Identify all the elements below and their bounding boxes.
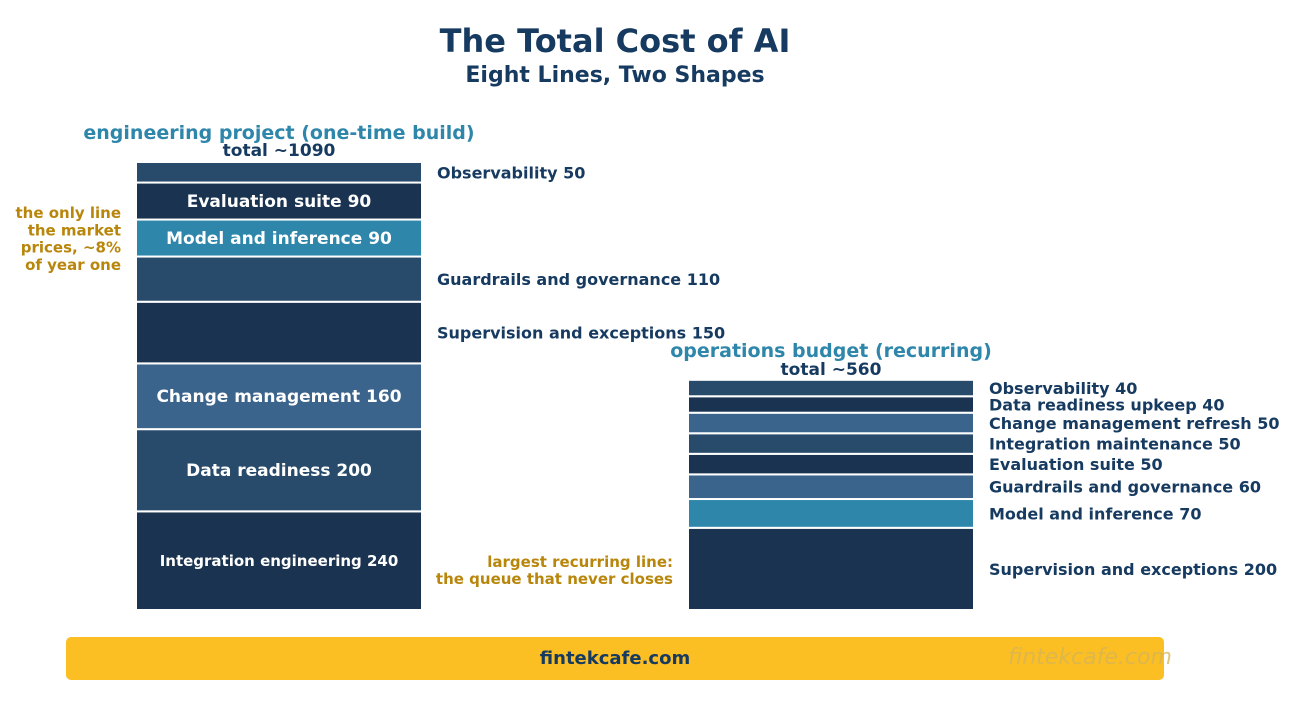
engineering-label-observability: Observability 50 bbox=[437, 163, 585, 182]
stacked-cost-chart: engineering project (one-time build)tota… bbox=[15, 122, 1279, 611]
operations-label-data-readiness-upkeep: Data readiness upkeep 40 bbox=[989, 395, 1224, 414]
operations-label-observability: Observability 40 bbox=[989, 379, 1137, 398]
operations-segment-evaluation-suite bbox=[687, 452, 975, 476]
operations-segment-change-management-refresh bbox=[687, 411, 975, 435]
operations-label-evaluation-suite: Evaluation suite 50 bbox=[989, 455, 1163, 474]
chart-title: The Total Cost of AI bbox=[439, 22, 791, 60]
operations-segment-data-readiness-upkeep bbox=[687, 395, 975, 414]
operations-segment-observability bbox=[687, 378, 975, 398]
operations-label-integration-maintenance: Integration maintenance 50 bbox=[989, 435, 1241, 454]
engineering-label-change-management: Change management 160 bbox=[156, 387, 401, 407]
footer-link[interactable]: fintekcafe.com bbox=[539, 648, 691, 669]
operations-label-supervision-and-exceptions: Supervision and exceptions 200 bbox=[989, 560, 1277, 579]
operations-segment-integration-maintenance bbox=[687, 432, 975, 455]
operations-segment-guardrails-and-governance bbox=[687, 473, 975, 501]
engineering-segment-guardrails-and-governance bbox=[135, 255, 423, 303]
engineering-label-integration-engineering: Integration engineering 240 bbox=[160, 552, 399, 570]
engineering-label-data-readiness: Data readiness 200 bbox=[186, 461, 372, 481]
engineering-segment-data-readiness bbox=[135, 428, 423, 513]
engineering-label-guardrails-and-governance: Guardrails and governance 110 bbox=[437, 270, 720, 289]
footer-bar: fintekcafe.com bbox=[66, 637, 1164, 680]
engineering-segment-supervision-and-exceptions bbox=[135, 300, 423, 365]
chart-subtitle: Eight Lines, Two Shapes bbox=[465, 63, 765, 88]
operations-label-model-and-inference: Model and inference 70 bbox=[989, 504, 1201, 523]
engineering-segment-integration-engineering bbox=[135, 510, 423, 611]
operations-segment-model-and-inference bbox=[687, 498, 975, 529]
engineering-label-model-and-inference: Model and inference 90 bbox=[166, 229, 392, 249]
engineering-stack-title: engineering project (one-time build) bbox=[83, 122, 474, 144]
operations-segment-supervision-and-exceptions bbox=[687, 526, 975, 611]
operations-label-change-management-refresh: Change management refresh 50 bbox=[989, 414, 1279, 433]
operations-stack-title: operations budget (recurring) bbox=[670, 340, 992, 362]
watermark: fintekcafe.com bbox=[1008, 645, 1172, 670]
engineering-label-supervision-and-exceptions: Supervision and exceptions 150 bbox=[437, 324, 725, 343]
operations-total-label: total ~560 bbox=[781, 360, 882, 380]
engineering-total-label: total ~1090 bbox=[223, 141, 336, 161]
engineering-annotation: the only line the market prices, ~8% of yea… bbox=[15, 204, 121, 274]
engineering-segment-observability bbox=[135, 161, 423, 184]
operations-label-guardrails-and-governance: Guardrails and governance 60 bbox=[989, 478, 1261, 497]
operations-annotation: largest recurring line: the queue that ne… bbox=[436, 553, 673, 588]
engineering-label-evaluation-suite: Evaluation suite 90 bbox=[187, 192, 372, 212]
